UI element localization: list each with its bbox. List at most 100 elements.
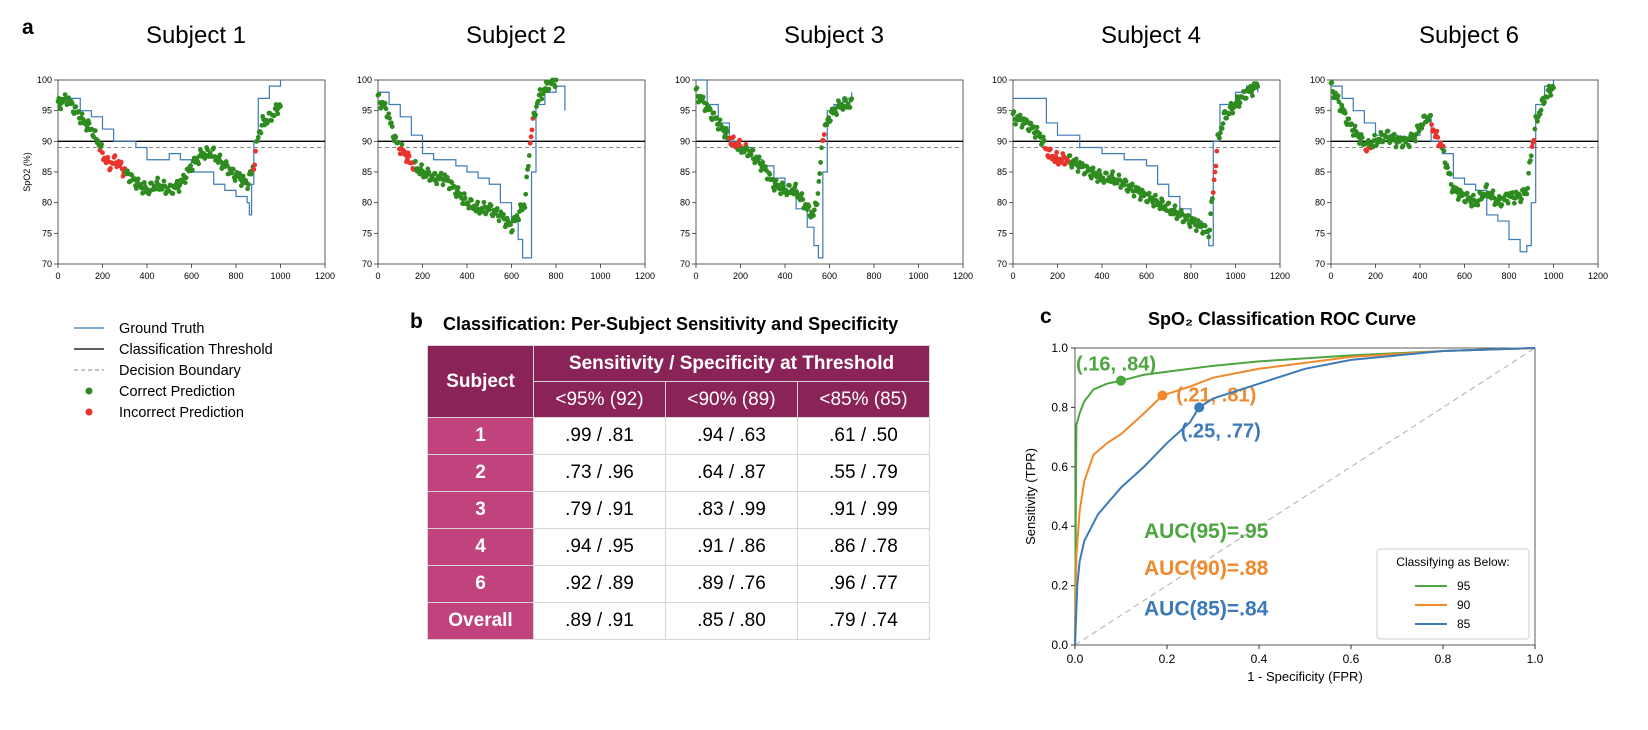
correct-prediction-dot [1160, 199, 1165, 204]
cell: .99 / .81 [533, 417, 666, 455]
correct-prediction-dot [524, 174, 530, 180]
correct-prediction-dot [237, 171, 242, 176]
correct-prediction-dot [1385, 128, 1391, 134]
x-tick-label: 0 [55, 271, 60, 281]
incorrect-prediction-dot [1054, 149, 1060, 155]
correct-prediction-dot [399, 141, 405, 147]
correct-prediction-dot [1510, 190, 1515, 195]
y-tick-label: 95 [362, 106, 372, 116]
correct-prediction-dot [748, 152, 754, 158]
x-tick-label: 0 [1328, 271, 1333, 281]
correct-prediction-dot [245, 186, 250, 192]
incorrect-prediction-dot [1211, 177, 1217, 183]
correct-prediction-dot [1406, 144, 1412, 150]
x-tick-label: 600 [1139, 271, 1154, 281]
correct-prediction-dot [700, 94, 706, 100]
classification-table: Subject Sensitivity / Specificity at Thr… [427, 345, 930, 640]
header-subject: Subject [427, 345, 534, 418]
correct-prediction-dot [182, 180, 188, 186]
correct-prediction-dot [205, 147, 210, 153]
correct-prediction-dot [1359, 135, 1365, 140]
correct-prediction-dot [847, 104, 853, 110]
roc-title: SpO₂ Classification ROC Curve [1148, 309, 1417, 329]
y-tick-label: 75 [362, 228, 372, 238]
correct-prediction-dot [1193, 228, 1199, 234]
correct-prediction-dot [1495, 200, 1501, 205]
correct-prediction-dot [849, 96, 855, 102]
correct-prediction-dot [800, 197, 806, 202]
cell: .85 / .80 [665, 602, 798, 640]
correct-prediction-dot [238, 183, 244, 189]
x-tick-label: 200 [415, 271, 430, 281]
correct-prediction-dot [1526, 170, 1531, 176]
correct-prediction-dot [1352, 123, 1358, 129]
panel-label-c: c [1040, 305, 1052, 328]
correct-prediction-dot [1551, 85, 1556, 91]
correct-prediction-dot [552, 84, 558, 90]
y-axis-label: Sensitivity (TPR) [1023, 448, 1038, 545]
x-tick-label: 0.8 [1435, 652, 1452, 666]
correct-prediction-dot [196, 161, 202, 167]
correct-prediction-dot [1153, 192, 1158, 198]
correct-prediction-dot [1185, 213, 1191, 218]
correct-prediction-dot [793, 181, 799, 187]
x-tick-label: 0 [693, 271, 698, 281]
x-tick-label: 800 [548, 271, 563, 281]
correct-prediction-dot [1524, 191, 1530, 197]
correct-prediction-dot [1441, 148, 1447, 154]
roc-legend-label-90: 90 [1457, 598, 1471, 612]
y-tick-label: 80 [42, 198, 52, 208]
correct-prediction-dot [779, 180, 785, 186]
correct-prediction-dot [161, 178, 167, 184]
incorrect-prediction-dot [1059, 157, 1065, 163]
correct-prediction-dot [817, 171, 823, 176]
correct-prediction-dot [1370, 144, 1376, 150]
x-tick-label: 400 [459, 271, 474, 281]
incorrect-prediction-dot [1213, 163, 1219, 169]
correct-prediction-dot [496, 218, 502, 224]
legend-item: Correct Prediction [85, 384, 235, 400]
y-tick-label: 90 [362, 136, 372, 146]
cell: .55 / .79 [797, 454, 930, 492]
correct-prediction-dot [142, 184, 148, 189]
correct-prediction-dot [1219, 126, 1225, 131]
correct-prediction-dot [1484, 182, 1490, 188]
correct-prediction-dot [1471, 192, 1476, 198]
correct-prediction-dot [1542, 99, 1547, 105]
correct-prediction-dot [62, 92, 68, 97]
correct-prediction-dot [537, 87, 543, 92]
cell: .94 / .63 [665, 417, 798, 455]
correct-prediction-dot [419, 162, 425, 168]
y-tick-label: 75 [997, 228, 1007, 238]
correct-prediction-dot [1116, 172, 1122, 178]
incorrect-prediction-dot [528, 134, 534, 140]
correct-prediction-dot [1097, 172, 1103, 177]
correct-prediction-dot [1454, 185, 1459, 191]
cell: .79 / .74 [797, 602, 930, 640]
subplot-title-2: Subject 2 [465, 22, 567, 49]
correct-prediction-dot [756, 154, 762, 160]
correct-prediction-dot [1335, 93, 1341, 99]
correct-prediction-dot [278, 103, 283, 109]
incorrect-prediction-dot [252, 162, 258, 168]
subplot-subject-3: 0 200 400 600 800 1000 1200 70 75 80 85 90 95 100 [675, 75, 973, 281]
correct-prediction-dot [389, 124, 395, 130]
correct-prediction-dot [816, 179, 822, 184]
correct-prediction-dot [1110, 169, 1116, 175]
correct-prediction-dot [1069, 164, 1075, 170]
correct-prediction-dot [271, 113, 277, 119]
correct-prediction-dot [79, 111, 85, 117]
correct-prediction-dot [1237, 100, 1243, 106]
cell: .83 / .99 [665, 491, 798, 529]
correct-prediction-dot [95, 138, 101, 144]
correct-prediction-dot [715, 126, 721, 132]
correct-prediction-dot [811, 213, 816, 218]
header-col-85: <85% (85) [797, 381, 930, 418]
cell: .94 / .95 [533, 528, 666, 566]
correct-prediction-dot [1538, 107, 1544, 113]
table-title: Classification: Per-Subject Sensitivity … [443, 314, 899, 334]
correct-prediction-dot [1220, 121, 1226, 127]
correct-prediction-dot [376, 91, 382, 97]
ground-truth-line [1013, 85, 1259, 247]
correct-prediction-dot [440, 182, 446, 188]
